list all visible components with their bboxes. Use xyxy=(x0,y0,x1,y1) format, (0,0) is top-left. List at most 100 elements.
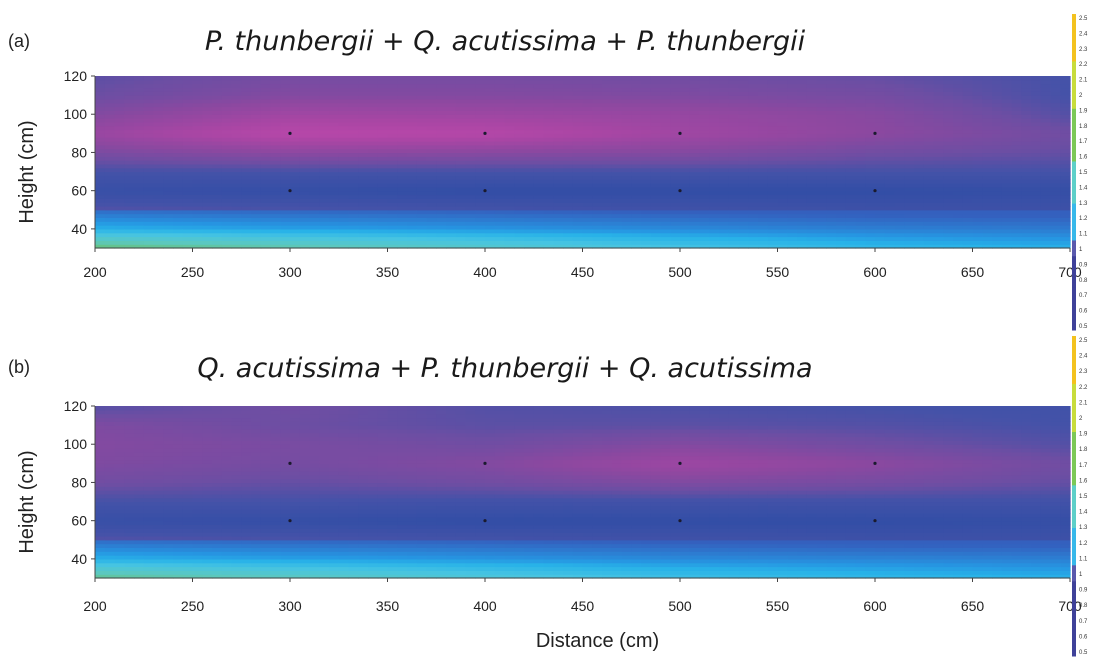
contour-cell xyxy=(455,148,467,154)
contour-cell xyxy=(660,114,671,119)
contour-cell xyxy=(787,156,798,161)
contour-cell xyxy=(426,202,437,207)
contour-cell xyxy=(972,217,983,222)
contour-cell xyxy=(485,183,496,188)
contour-cell xyxy=(748,209,759,215)
contour-cell xyxy=(475,114,486,119)
contour-cell xyxy=(299,209,311,215)
contour-cell xyxy=(153,140,164,146)
contour-cell xyxy=(748,148,759,154)
contour-cell xyxy=(914,129,925,134)
contour-cell xyxy=(95,528,106,533)
contour-cell xyxy=(875,118,886,123)
contour-cell xyxy=(143,137,155,142)
contour-cell xyxy=(124,95,135,100)
contour-cell xyxy=(436,152,447,157)
contour-cell xyxy=(504,129,515,134)
colorbar-tick-label: 1.1 xyxy=(1079,232,1088,238)
contour-cell xyxy=(572,160,584,165)
contour-cell xyxy=(1011,83,1022,89)
contour-cell xyxy=(104,76,116,81)
contour-cell xyxy=(192,240,203,245)
contour-cell xyxy=(563,125,574,131)
contour-cell xyxy=(319,244,330,249)
contour-cell xyxy=(251,183,262,188)
contour-cell xyxy=(455,156,467,161)
contour-cell xyxy=(299,148,311,154)
contour-cell xyxy=(114,501,125,506)
contour-cell xyxy=(368,118,379,123)
contour-cell xyxy=(397,167,408,173)
contour-cell xyxy=(260,129,272,134)
contour-cell xyxy=(397,110,408,115)
contour-cell xyxy=(884,140,896,146)
contour-cell xyxy=(455,171,467,176)
contour-cell xyxy=(95,198,106,203)
contour-cell xyxy=(436,121,447,127)
contour-cell xyxy=(436,140,447,146)
contour-cell xyxy=(455,160,467,165)
contour-cell xyxy=(465,240,476,245)
contour-cell xyxy=(865,129,876,134)
contour-cell xyxy=(1031,209,1042,215)
contour-cell xyxy=(728,110,740,115)
contour-cell xyxy=(231,160,242,165)
contour-cell xyxy=(709,244,720,249)
contour-cell xyxy=(621,137,632,142)
contour-cell xyxy=(270,194,281,199)
contour-cell xyxy=(923,152,935,157)
contour-cell xyxy=(426,121,437,127)
contour-cell xyxy=(173,106,184,111)
contour-cell xyxy=(914,213,925,219)
contour-cell xyxy=(865,186,876,192)
contour-cell xyxy=(884,225,896,230)
contour-cell xyxy=(904,163,915,169)
contour-cell xyxy=(1011,160,1022,165)
contour-cell xyxy=(953,190,964,196)
y-tick-label: 60 xyxy=(71,183,87,199)
contour-cell xyxy=(767,156,779,161)
contour-cell xyxy=(192,110,203,115)
contour-cell xyxy=(124,98,135,104)
contour-cell xyxy=(719,156,730,161)
contour-cell xyxy=(797,102,808,108)
contour-cell xyxy=(153,551,164,556)
contour-cell xyxy=(299,121,311,127)
contour-cell xyxy=(670,98,681,104)
contour-cell xyxy=(494,228,506,234)
contour-cell xyxy=(270,205,281,211)
contour-cell xyxy=(719,87,730,92)
contour-cell xyxy=(553,137,564,142)
contour-cell xyxy=(982,160,993,165)
contour-cell xyxy=(173,232,184,238)
contour-cell xyxy=(689,228,701,234)
contour-cell xyxy=(904,202,915,207)
contour-cell xyxy=(865,163,876,169)
contour-cell xyxy=(1040,95,1052,100)
contour-cell xyxy=(212,144,223,150)
contour-cell xyxy=(455,133,467,138)
contour-cell xyxy=(221,102,233,108)
contour-cell xyxy=(767,186,779,192)
sample-point xyxy=(483,131,487,135)
contour-cell xyxy=(943,144,954,150)
contour-cell xyxy=(777,121,788,127)
contour-cell xyxy=(1060,202,1071,207)
contour-cell xyxy=(280,171,291,176)
contour-cell xyxy=(309,190,320,196)
contour-cell xyxy=(134,524,145,529)
contour-cell xyxy=(143,179,155,184)
contour-cell xyxy=(407,87,418,92)
contour-cell xyxy=(553,179,564,184)
contour-cell xyxy=(982,167,993,173)
contour-cell xyxy=(524,171,535,176)
contour-cell xyxy=(309,106,320,111)
contour-cell xyxy=(163,225,174,230)
contour-cell xyxy=(972,198,983,203)
contour-cell xyxy=(397,102,408,108)
contour-cell xyxy=(494,217,506,222)
contour-cell xyxy=(728,244,740,249)
contour-cell xyxy=(475,209,486,215)
contour-cell xyxy=(494,76,506,81)
contour-cell xyxy=(397,221,408,226)
